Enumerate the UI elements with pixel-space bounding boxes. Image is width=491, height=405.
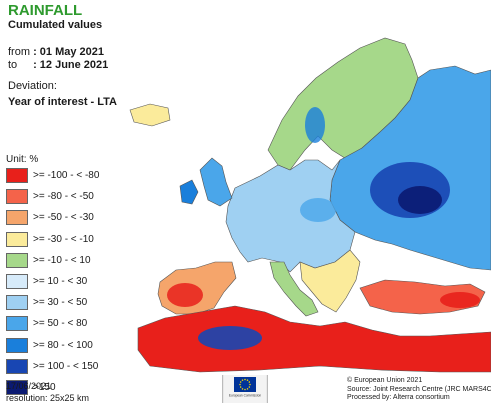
legend-item: >= -80 - < -50 <box>6 186 126 207</box>
legend-swatch <box>6 274 28 290</box>
logo-caption: European Commission <box>229 394 261 398</box>
legend-swatch <box>6 231 28 247</box>
eu-star <box>244 388 246 391</box>
north-africa-region <box>137 305 491 373</box>
eu-star <box>246 379 249 381</box>
legend-swatch <box>6 316 28 332</box>
from-date: : 01 May 2021 <box>33 46 104 58</box>
legend-item: >= -50 - < -30 <box>6 207 126 228</box>
legend-label: >= -10 - < 10 <box>33 254 91 266</box>
legend-label: >= -100 - < -80 <box>33 170 100 182</box>
legend: >= -100 - < -80 >= -80 - < -50 >= -50 - < … <box>6 165 126 398</box>
period-to: to : 12 June 2021 <box>8 59 108 71</box>
surplus-area-poland <box>300 198 336 222</box>
legend-item: >= -30 - < -10 <box>6 229 126 250</box>
legend-item: >= 100 - < 150 <box>6 356 126 377</box>
legend-label: >= 10 - < 30 <box>33 276 88 288</box>
source-text: Source: Joint Research Centre (JRC MARS4… <box>347 385 491 393</box>
legend-label: >= -30 - < -10 <box>33 233 94 245</box>
to-label: to <box>8 59 18 71</box>
eu-star <box>239 386 242 388</box>
eu-star <box>248 386 251 388</box>
legend-item: >= 50 - < 80 <box>6 313 126 334</box>
deficit-area-iberia <box>167 283 203 307</box>
legend-item: >= 10 - < 30 <box>6 271 126 292</box>
processed-by-text: Processed by: Alterra consortium <box>347 394 450 402</box>
legend-swatch <box>6 379 28 395</box>
production-date: 17/06/2021 <box>6 381 52 391</box>
eu-star <box>246 388 249 390</box>
legend-item: >= -100 - < -80 <box>6 165 126 186</box>
map-subtitle: Cumulated values <box>8 19 103 31</box>
european-commission-logo: European Commission <box>222 375 268 403</box>
legend-label: >= 50 - < 80 <box>33 318 88 330</box>
deviation-label: Deviation: <box>8 80 57 92</box>
resolution-label: resolution: 25x25 km <box>6 393 90 403</box>
legend-swatch <box>6 252 28 268</box>
map-title: RAINFALL <box>8 2 83 19</box>
legend-label: >= 100 - < 150 <box>33 360 99 372</box>
eu-star <box>239 381 242 383</box>
legend-label: >= -50 - < -30 <box>33 212 94 224</box>
eu-star <box>244 378 246 381</box>
eu-star <box>241 388 244 390</box>
eu-star <box>241 379 244 381</box>
legend-swatch <box>6 189 28 205</box>
iceland-region <box>129 103 171 127</box>
eu-flag-icon <box>234 377 256 392</box>
legend-label: >= 80 - < 100 <box>33 339 93 351</box>
legend-label: >= -80 - < -50 <box>33 191 94 203</box>
to-date: : 12 June 2021 <box>33 59 109 71</box>
very-high-surplus-area-russia <box>398 186 442 214</box>
eu-star <box>249 383 251 386</box>
legend-swatch <box>6 168 28 184</box>
balkans-region <box>299 249 361 313</box>
legend-label: >= 30 - < 50 <box>33 297 88 309</box>
legend-swatch <box>6 210 28 226</box>
legend-swatch <box>6 295 28 311</box>
italy-region <box>269 261 319 317</box>
high-surplus-area-algeria <box>198 326 262 350</box>
surplus-area-baltic <box>305 107 325 143</box>
legend-swatch <box>6 337 28 353</box>
credits: © European Union 2021 Source: Joint Rese… <box>347 377 491 403</box>
legend-label: >150 <box>33 381 56 393</box>
deficit-area-eastern-turkey <box>440 292 480 308</box>
uk-region <box>199 157 233 207</box>
year-of-interest-label: Year of interest - LTA <box>8 96 118 108</box>
copyright-text: © European Union 2021 <box>347 377 423 384</box>
legend-swatch <box>6 358 28 374</box>
legend-item: >= -10 - < 10 <box>6 250 126 271</box>
eu-star <box>239 383 241 386</box>
eu-star <box>248 381 251 383</box>
legend-item: >= 80 - < 100 <box>6 335 126 356</box>
legend-item: >150 <box>6 377 126 398</box>
from-label: from <box>8 46 30 58</box>
ireland-region <box>179 179 199 205</box>
legend-item: >= 30 - < 50 <box>6 292 126 313</box>
legend-unit: Unit: % <box>6 154 39 165</box>
period-from: from : 01 May 2021 <box>8 46 104 58</box>
